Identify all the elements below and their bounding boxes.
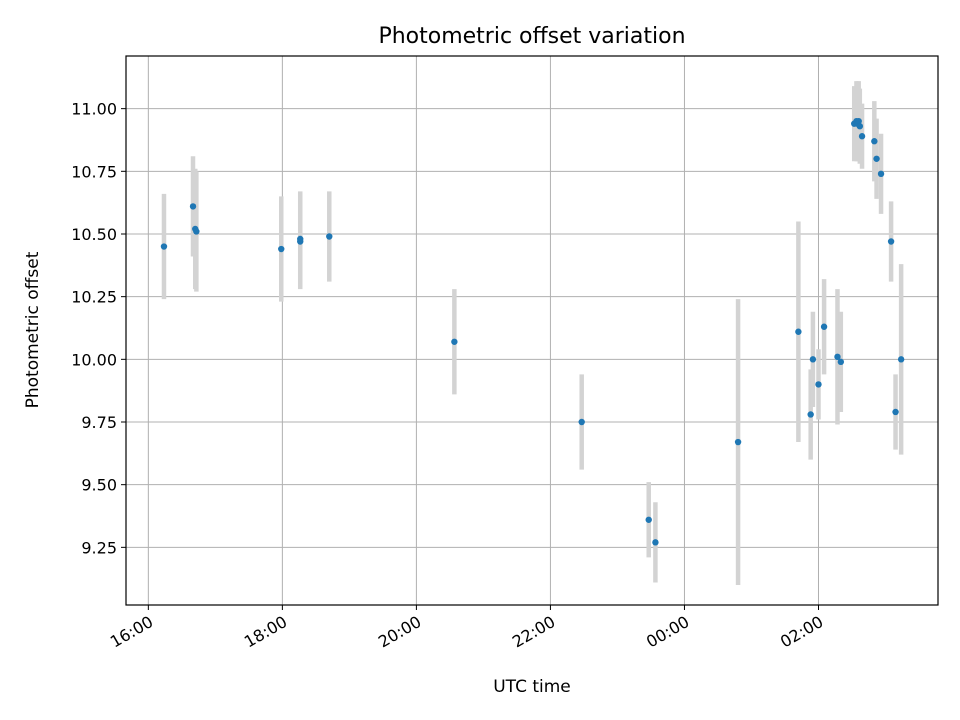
point-layer bbox=[160, 117, 905, 546]
x-axis-label: UTC time bbox=[493, 677, 571, 697]
plot-frame bbox=[125, 55, 939, 606]
data-point bbox=[897, 356, 905, 363]
data-point bbox=[834, 353, 841, 361]
data-point bbox=[815, 381, 822, 388]
data-point bbox=[326, 233, 333, 240]
x-tick-label: 22:00 bbox=[509, 612, 558, 652]
x-tick-label: 00:00 bbox=[643, 612, 692, 652]
data-point bbox=[809, 356, 817, 363]
x-tick-label: 18:00 bbox=[241, 612, 290, 652]
x-tick-label: 02:00 bbox=[777, 612, 826, 652]
y-tick-label: 10.25 bbox=[71, 288, 117, 307]
data-point bbox=[278, 245, 285, 253]
y-tick-label: 11.00 bbox=[71, 100, 117, 119]
data-point bbox=[652, 539, 659, 546]
data-point bbox=[193, 228, 200, 235]
data-point bbox=[856, 122, 864, 130]
y-axis-label: Photometric offset bbox=[23, 251, 43, 408]
y-tick-label: 10.50 bbox=[71, 225, 117, 244]
x-tick-label: 20:00 bbox=[375, 612, 424, 652]
data-point bbox=[892, 408, 899, 416]
y-tick-label: 9.75 bbox=[81, 413, 117, 432]
tick-layer: 16:00 18:00 20:00 22:00 00:00 02:00 9.25 9.50 9.… bbox=[71, 100, 826, 652]
data-point bbox=[877, 170, 885, 178]
data-point bbox=[887, 238, 895, 245]
data-point bbox=[189, 203, 197, 210]
chart-title: Photometric offset variation bbox=[378, 24, 685, 49]
grid-layer bbox=[126, 56, 938, 605]
x-tick-label: 16:00 bbox=[107, 612, 156, 652]
errorbar-layer bbox=[161, 81, 904, 585]
data-point bbox=[807, 411, 814, 418]
data-point bbox=[578, 418, 585, 426]
y-tick-label: 9.50 bbox=[81, 476, 117, 495]
y-tick-label: 9.25 bbox=[81, 538, 117, 557]
y-tick-label: 10.75 bbox=[71, 162, 117, 181]
data-point bbox=[795, 328, 802, 335]
data-point bbox=[734, 438, 742, 446]
data-point bbox=[873, 155, 880, 162]
data-point bbox=[451, 338, 458, 345]
data-point bbox=[820, 323, 828, 330]
data-point bbox=[855, 117, 862, 125]
y-tick-label: 10.00 bbox=[71, 350, 117, 369]
data-point bbox=[858, 133, 866, 140]
data-point bbox=[871, 138, 878, 145]
data-point bbox=[837, 358, 845, 366]
data-point bbox=[645, 516, 652, 523]
data-point bbox=[160, 243, 168, 250]
data-point bbox=[297, 238, 304, 245]
